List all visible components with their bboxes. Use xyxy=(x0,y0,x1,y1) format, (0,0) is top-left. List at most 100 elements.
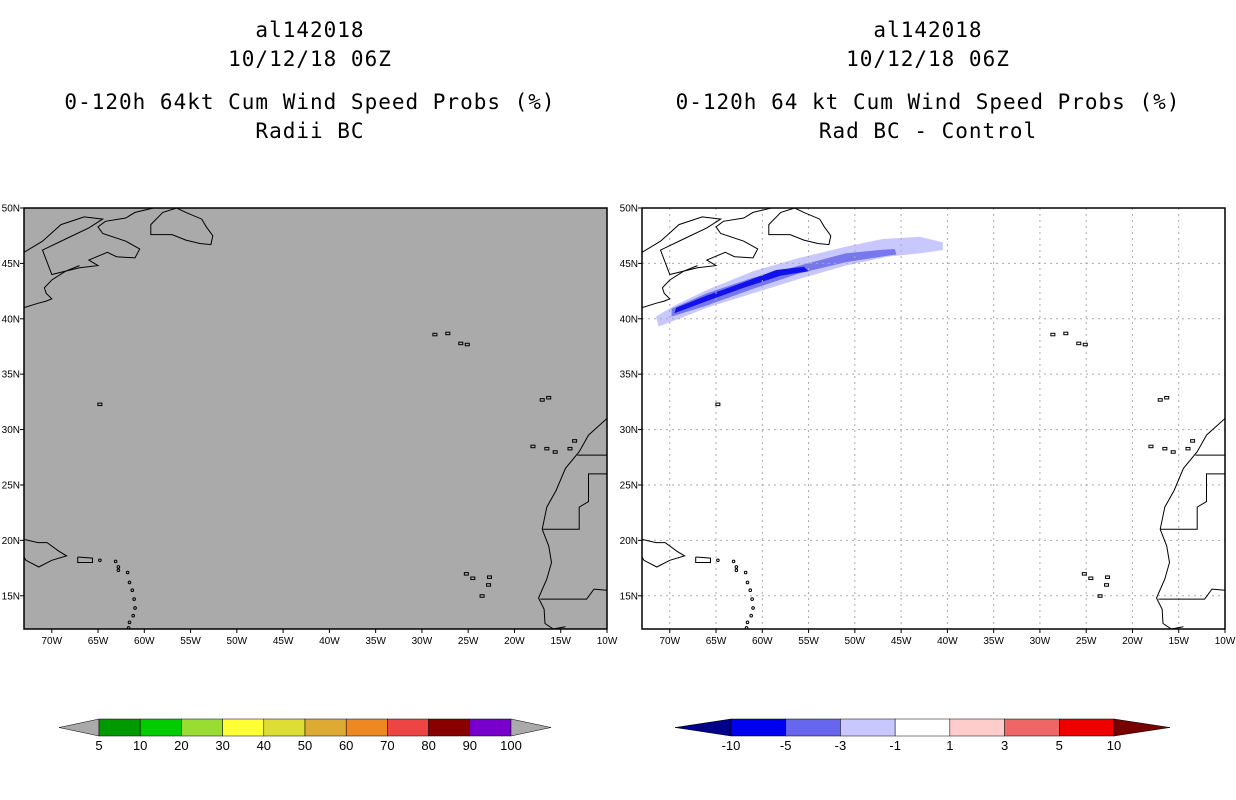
y-tick-label: 50N xyxy=(620,204,638,215)
coastline-africa xyxy=(537,418,607,629)
island-lesser-antilles xyxy=(127,580,132,585)
map-frame xyxy=(23,207,608,630)
right-title-time: 10/12/18 06Z xyxy=(846,47,1010,71)
colorbar-swatch xyxy=(469,718,512,737)
x-tick-label: 55W xyxy=(798,636,819,647)
island-lesser-antilles xyxy=(751,606,755,610)
x-tick-label: 60W xyxy=(752,636,773,647)
colorbar-label: -10 xyxy=(722,738,741,753)
colorbar-high-arrow xyxy=(1113,718,1171,737)
island-cape_verde xyxy=(1104,583,1110,587)
colorbar-label: 20 xyxy=(174,738,188,753)
border-africa xyxy=(542,473,607,530)
island-bermuda xyxy=(97,402,103,407)
coastline-greater-antilles xyxy=(695,556,711,563)
island-lesser-antilles xyxy=(133,606,137,610)
colorbar-swatch xyxy=(785,718,841,737)
y-tick-label: 20N xyxy=(2,536,20,547)
colorbar-label: 1 xyxy=(946,738,953,753)
coastline-newfoundland xyxy=(150,208,214,246)
island-canaries xyxy=(567,446,573,451)
colorbar-swatch xyxy=(263,718,306,737)
island-cape_verde xyxy=(1104,575,1110,579)
island-lesser-antilles xyxy=(98,558,102,563)
island-lesser-antilles xyxy=(116,568,121,573)
right-title-storm: al142018 xyxy=(873,18,983,42)
colorbar-label: 40 xyxy=(257,738,271,753)
y-tick-label: 40N xyxy=(2,314,20,325)
x-tick-label: 65W xyxy=(88,636,109,647)
island-lesser-antilles xyxy=(125,570,130,575)
x-tick-label: 20W xyxy=(1122,636,1143,647)
island-canaries xyxy=(1185,446,1191,451)
island-lesser-antilles xyxy=(116,565,121,569)
island-lesser-antilles xyxy=(744,626,749,629)
colorbar-swatch xyxy=(428,718,471,737)
map-background xyxy=(24,208,607,629)
coastline-north-america xyxy=(24,208,154,276)
panel-right: 70W 65W 60W 55W 50W 45W 40W 35W 30W 25W 20W 15W 10W 1… xyxy=(620,204,1236,754)
swath-level-1 xyxy=(671,249,897,317)
island-lesser-antilles xyxy=(127,620,132,625)
colorbar-swatch xyxy=(304,718,347,737)
x-tick-label: 55W xyxy=(180,636,201,647)
map-background xyxy=(642,208,1225,629)
island-lesser-antilles xyxy=(716,558,720,563)
panel-left: 70W 65W 60W 55W 50W 45W 40W 35W 30W 25W 20W 15W 10W 1… xyxy=(2,204,618,754)
island-cape_verde xyxy=(1088,576,1094,581)
colorbar-low-arrow xyxy=(674,718,732,737)
island-azores xyxy=(1063,331,1069,336)
right-title-sub: Rad BC - Control xyxy=(818,119,1038,143)
island-azores xyxy=(1076,341,1082,346)
colorbar: 5 10 20 30 40 50 60 70 80 90 100 xyxy=(58,718,552,753)
colorbar-label: 3 xyxy=(1001,738,1008,753)
colorbar-swatch xyxy=(840,718,896,737)
y-tick-label: 30N xyxy=(2,425,20,436)
x-tick-label: 10W xyxy=(597,636,618,647)
island-madeira xyxy=(1164,395,1170,400)
island-lesser-antilles xyxy=(745,580,750,585)
island-azores xyxy=(445,331,451,336)
y-tick-label: 20N xyxy=(620,536,638,547)
colorbar-swatch xyxy=(222,718,265,737)
island-azores xyxy=(1082,342,1088,347)
island-lesser-antilles xyxy=(749,613,753,618)
island-lesser-antilles xyxy=(126,626,131,629)
island-lesser-antilles xyxy=(731,559,736,564)
border-africa xyxy=(540,588,607,600)
x-tick-label: 10W xyxy=(1215,636,1236,647)
island-madeira xyxy=(1157,398,1163,402)
island-canaries xyxy=(572,439,578,443)
island-madeira xyxy=(539,398,545,402)
left-title-storm: al142018 xyxy=(255,18,365,42)
colorbar-label: -5 xyxy=(780,738,792,753)
colorbar-label: 10 xyxy=(1107,738,1121,753)
island-lesser-antilles xyxy=(745,620,750,625)
y-tick-label: 35N xyxy=(2,370,20,381)
x-tick-label: 25W xyxy=(1076,636,1097,647)
island-cape_verde xyxy=(486,583,492,587)
x-tick-label: 45W xyxy=(891,636,912,647)
colorbar-swatch xyxy=(387,718,429,737)
island-lesser-antilles xyxy=(734,568,739,573)
colorbar-label: 100 xyxy=(500,738,522,753)
island-azores xyxy=(432,332,438,337)
island-canaries xyxy=(1170,450,1176,454)
x-tick-label: 70W xyxy=(41,636,62,647)
colorbar-swatch xyxy=(139,718,182,737)
swath-level-2 xyxy=(674,266,809,314)
island-azores xyxy=(1050,332,1056,337)
x-tick-label: 50W xyxy=(845,636,866,647)
island-lesser-antilles xyxy=(132,597,136,601)
island-canaries xyxy=(530,444,536,449)
x-tick-label: 40W xyxy=(319,636,340,647)
island-canaries xyxy=(544,446,550,451)
coastline-north-america xyxy=(642,208,772,276)
colorbar-label: 10 xyxy=(133,738,147,753)
island-lesser-antilles xyxy=(734,565,739,569)
x-tick-label: 40W xyxy=(937,636,958,647)
colorbar-swatch xyxy=(1059,718,1115,737)
x-tick-label: 15W xyxy=(1168,636,1189,647)
y-tick-label: 25N xyxy=(2,480,20,491)
y-tick-label: 50N xyxy=(2,204,20,215)
